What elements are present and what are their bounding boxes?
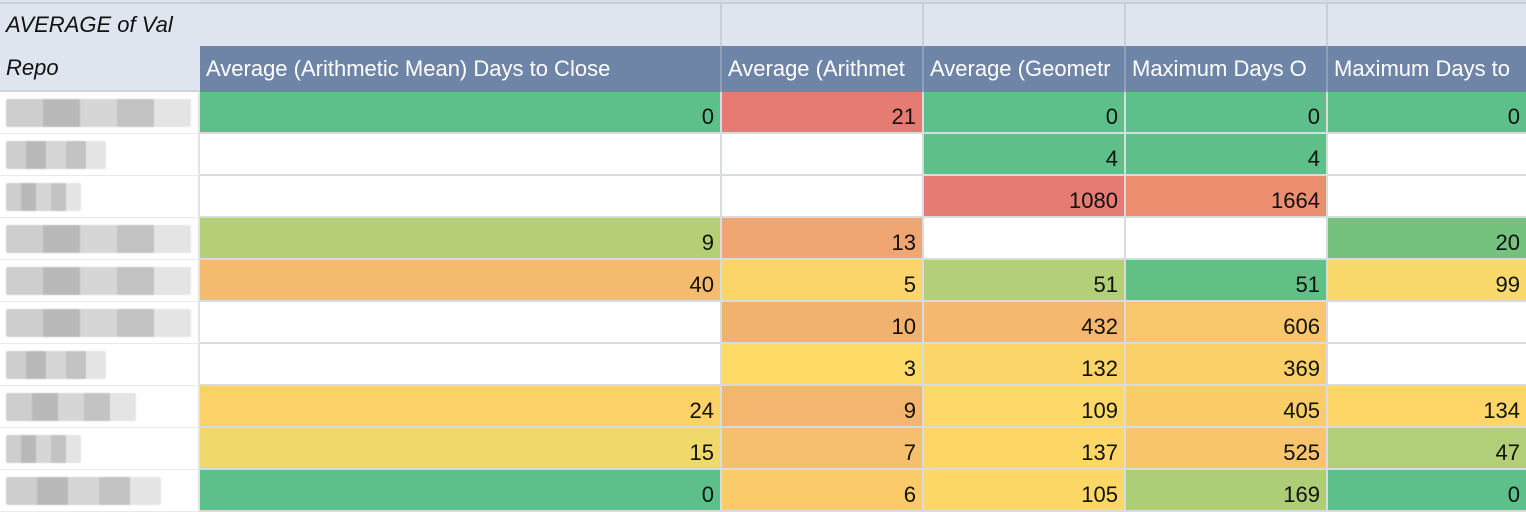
repo-name-cell[interactable] (0, 344, 200, 386)
table-cell[interactable]: 1664 (1126, 176, 1328, 218)
column-header[interactable]: Average (Geometr (924, 46, 1126, 92)
pivot-header-blank[interactable] (924, 4, 1126, 46)
table-cell[interactable]: 20 (1328, 218, 1526, 260)
table-cell[interactable]: 24 (200, 386, 722, 428)
redacted-repo-name (6, 266, 191, 295)
table-cell[interactable]: 432 (924, 302, 1126, 344)
table-cell[interactable]: 9 (200, 218, 722, 260)
table-cell[interactable] (1328, 344, 1526, 386)
table-cell[interactable]: 0 (924, 92, 1126, 134)
table-cell[interactable]: 369 (1126, 344, 1328, 386)
repo-name-cell[interactable] (0, 428, 200, 470)
repo-name-cell[interactable] (0, 176, 200, 218)
redacted-repo-name (6, 182, 81, 211)
pivot-header-blank[interactable] (1328, 4, 1526, 46)
table-cell[interactable] (200, 134, 722, 176)
table-cell[interactable]: 1080 (924, 176, 1126, 218)
redacted-repo-name (6, 434, 81, 463)
table-cell[interactable]: 40 (200, 260, 722, 302)
top-strip (1328, 0, 1526, 4)
table-cell[interactable] (200, 176, 722, 218)
table-cell[interactable] (924, 218, 1126, 260)
column-header[interactable]: Average (Arithmetic Mean) Days to Close (200, 46, 722, 92)
top-strip (722, 0, 924, 4)
table-cell[interactable]: 109 (924, 386, 1126, 428)
table-cell[interactable]: 169 (1126, 470, 1328, 512)
top-strip (200, 0, 722, 4)
table-cell[interactable] (1328, 176, 1526, 218)
table-cell[interactable]: 9 (722, 386, 924, 428)
top-strip (0, 0, 200, 4)
pivot-header-blank[interactable] (200, 4, 722, 46)
table-cell[interactable] (722, 176, 924, 218)
table-cell[interactable]: 606 (1126, 302, 1328, 344)
redacted-repo-name (6, 140, 106, 169)
pivot-values-label[interactable]: AVERAGE of Val (0, 4, 200, 46)
table-cell[interactable]: 0 (1328, 92, 1526, 134)
repo-name-cell[interactable] (0, 302, 200, 344)
table-cell[interactable]: 3 (722, 344, 924, 386)
top-strip (924, 0, 1126, 4)
pivot-header-blank[interactable] (722, 4, 924, 46)
pivot-header-blank[interactable] (1126, 4, 1328, 46)
pivot-row-label[interactable]: Repo (0, 46, 200, 92)
table-cell[interactable]: 51 (924, 260, 1126, 302)
table-cell[interactable]: 5 (722, 260, 924, 302)
table-cell[interactable] (200, 302, 722, 344)
table-cell[interactable]: 137 (924, 428, 1126, 470)
redacted-repo-name (6, 476, 161, 505)
table-cell[interactable] (1126, 218, 1328, 260)
table-cell[interactable]: 99 (1328, 260, 1526, 302)
column-header[interactable]: Maximum Days to (1328, 46, 1526, 92)
table-cell[interactable]: 0 (1328, 470, 1526, 512)
table-cell[interactable]: 105 (924, 470, 1126, 512)
table-cell[interactable]: 4 (1126, 134, 1328, 176)
table-cell[interactable] (722, 134, 924, 176)
repo-name-cell[interactable] (0, 218, 200, 260)
table-cell[interactable]: 7 (722, 428, 924, 470)
repo-name-cell[interactable] (0, 92, 200, 134)
repo-name-cell[interactable] (0, 134, 200, 176)
table-cell[interactable]: 10 (722, 302, 924, 344)
table-cell[interactable]: 0 (1126, 92, 1328, 134)
table-cell[interactable] (1328, 302, 1526, 344)
table-cell[interactable]: 0 (200, 470, 722, 512)
top-strip (1126, 0, 1328, 4)
table-cell[interactable]: 47 (1328, 428, 1526, 470)
table-cell[interactable]: 6 (722, 470, 924, 512)
repo-name-cell[interactable] (0, 470, 200, 512)
table-cell[interactable] (200, 344, 722, 386)
table-cell[interactable]: 134 (1328, 386, 1526, 428)
redacted-repo-name (6, 308, 191, 337)
table-cell[interactable]: 21 (722, 92, 924, 134)
redacted-repo-name (6, 392, 136, 421)
column-header[interactable]: Average (Arithmet (722, 46, 924, 92)
redacted-repo-name (6, 224, 191, 253)
table-cell[interactable]: 132 (924, 344, 1126, 386)
table-cell[interactable]: 405 (1126, 386, 1328, 428)
table-cell[interactable]: 4 (924, 134, 1126, 176)
table-cell[interactable]: 15 (200, 428, 722, 470)
redacted-repo-name (6, 98, 191, 127)
repo-name-cell[interactable] (0, 260, 200, 302)
table-cell[interactable]: 51 (1126, 260, 1328, 302)
table-cell[interactable] (1328, 134, 1526, 176)
table-cell[interactable]: 525 (1126, 428, 1328, 470)
column-header[interactable]: Maximum Days O (1126, 46, 1328, 92)
table-cell[interactable]: 0 (200, 92, 722, 134)
redacted-repo-name (6, 350, 106, 379)
repo-name-cell[interactable] (0, 386, 200, 428)
table-cell[interactable]: 13 (722, 218, 924, 260)
